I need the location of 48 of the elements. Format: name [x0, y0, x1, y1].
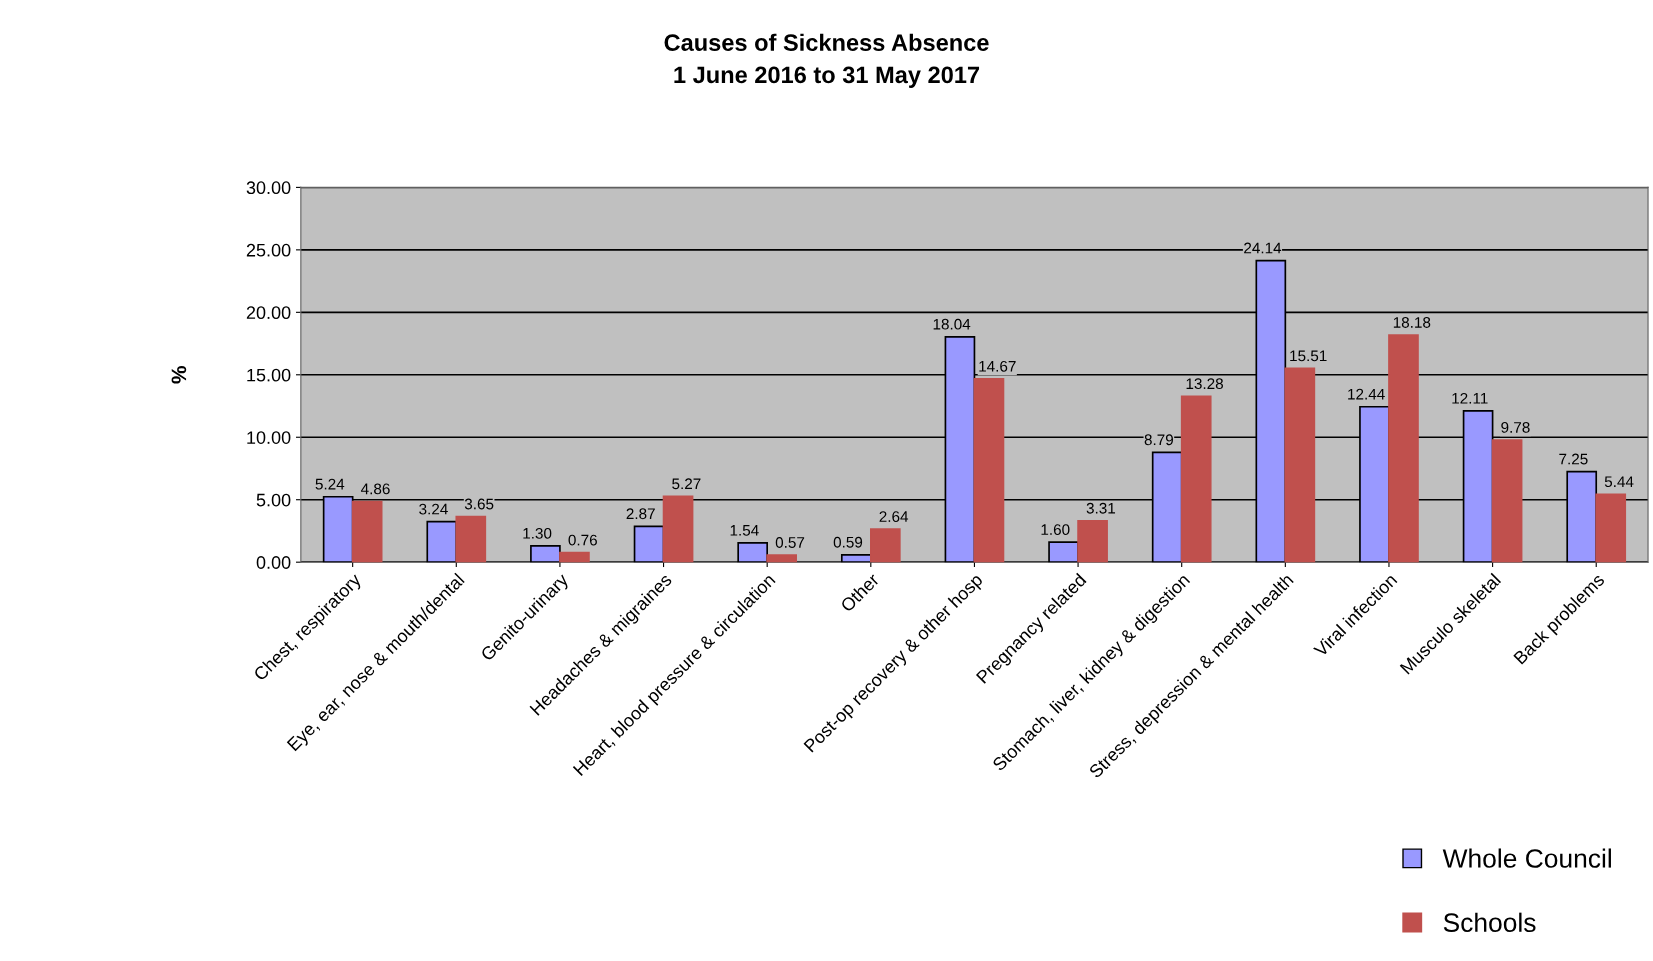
y-tick-label: 5.00 — [256, 493, 291, 507]
data-label: 18.18 — [1393, 317, 1431, 328]
data-label: 5.44 — [1604, 476, 1634, 488]
data-label: 4.86 — [360, 483, 390, 495]
bar — [1180, 395, 1212, 563]
y-tick-label: 0.00 — [256, 556, 291, 569]
data-label: 3.65 — [464, 498, 494, 510]
legend-label: Schools — [1443, 912, 1536, 933]
bar — [1388, 334, 1419, 563]
bar — [1491, 439, 1523, 563]
data-label: 24.14 — [1244, 242, 1282, 254]
data-label: 5.24 — [315, 478, 345, 490]
data-label: 0.59 — [833, 536, 863, 548]
bar — [1595, 493, 1627, 563]
data-label: 7.25 — [1559, 453, 1588, 465]
bar — [351, 500, 383, 563]
bar — [662, 495, 694, 563]
data-label: 2.64 — [879, 511, 909, 523]
data-label: 15.51 — [1290, 350, 1327, 362]
data-label: 3.24 — [419, 503, 448, 515]
data-label: 1.30 — [523, 527, 552, 539]
data-label: 0.76 — [568, 534, 597, 546]
data-label: 0.57 — [775, 537, 805, 548]
data-label: 12.44 — [1348, 388, 1385, 400]
data-label: 8.79 — [1144, 434, 1174, 446]
y-axis-title: % — [171, 366, 187, 384]
bar — [869, 528, 901, 563]
chart-title: Causes of Sickness Absence 1 June 2016 to 31 May 2017 — [664, 33, 989, 88]
legend-label: Whole Council — [1442, 848, 1611, 868]
data-label: 9.78 — [1501, 422, 1530, 433]
data-label: 1.54 — [730, 525, 759, 536]
y-tick-label: 30.00 — [246, 181, 291, 195]
bar — [766, 554, 798, 563]
y-tick-label: 15.00 — [247, 368, 291, 382]
data-label: 12.11 — [1452, 392, 1488, 404]
data-label: 2.87 — [626, 508, 655, 520]
data-label: 18.04 — [933, 318, 971, 330]
data-label: 1.60 — [1041, 524, 1070, 536]
y-tick-label: 25.00 — [246, 243, 291, 257]
data-label: 13.28 — [1186, 378, 1223, 390]
bar — [559, 551, 590, 563]
data-label: 5.27 — [672, 478, 701, 490]
data-label: 3.31 — [1086, 502, 1116, 514]
y-tick-label: 10.00 — [247, 431, 291, 444]
y-tick-label: 20.00 — [246, 306, 291, 320]
bar — [455, 515, 487, 563]
data-label: 14.67 — [979, 360, 1016, 372]
bar — [1284, 367, 1316, 563]
